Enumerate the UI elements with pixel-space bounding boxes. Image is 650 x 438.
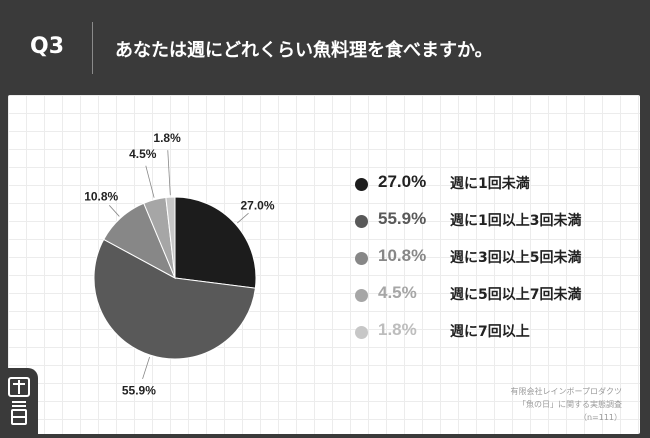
legend-percent: 1.8% [378,320,417,339]
legend-item: 4.5% 週に5回以上7回未満 [343,279,643,316]
legend-percent: 4.5% [378,283,417,302]
chart-panel: 27.0% 55.9% 10.8% 4.5% 1.8% 27.0% 週に1回未満 55.… [8,95,640,434]
source-company: 有限会社レインボープロダクツ [510,387,622,396]
pie-slice [165,196,176,279]
legend-swatch [355,326,368,339]
legend-label: 週に5回以上7回未満 [450,287,582,303]
pie-chart: 27.0% 55.9% 10.8% 4.5% 1.8% [84,131,275,397]
pie-slice [174,196,257,289]
header-bar: Q3 あなたは週にどれくらい魚料理を食べますか。 [0,0,650,95]
legend-percent: 27.0% [378,172,427,191]
legend: 27.0% 週に1回未満 55.9% 週に1回以上3回未満 10.8% 週に3回… [343,168,643,353]
leader-line [108,205,120,217]
data-label: 27.0% [240,198,274,212]
legend-item: 55.9% 週に1回以上3回未満 [343,205,643,242]
legend-label: 週に1回未満 [450,176,530,192]
legend-item: 10.8% 週に3回以上5回未満 [343,242,643,279]
sample-size: （n=111） [578,413,622,422]
logo-mark-icon [8,377,30,425]
leader-line [145,165,155,198]
data-label: 55.9% [122,383,156,397]
legend-swatch [355,289,368,302]
data-label: 10.8% [84,189,118,203]
leader-line [142,356,150,380]
legend-swatch [355,215,368,228]
brand-logo [0,368,38,434]
legend-label: 週に3回以上5回未満 [450,250,582,266]
source-note: 有限会社レインボープロダクツ 「魚の日」に関する実態調査 （n=111） [510,385,622,424]
legend-swatch [355,178,368,191]
legend-label: 週に1回以上3回未満 [450,213,582,229]
data-label: 1.8% [153,131,181,145]
question-title: あなたは週にどれくらい魚料理を食べますか。 [115,40,493,61]
data-label: 4.5% [129,147,157,161]
legend-swatch [355,252,368,265]
source-survey: 「魚の日」に関する実態調査 [518,400,622,409]
question-number: Q3 [30,34,65,59]
legend-percent: 55.9% [378,209,427,228]
legend-percent: 10.8% [378,246,427,265]
legend-item: 1.8% 週に7回以上 [343,316,643,353]
legend-label: 週に7回以上 [450,324,530,340]
leader-line [236,212,249,224]
leader-line [167,150,171,196]
legend-item: 27.0% 週に1回未満 [343,168,643,205]
pie-slice [93,238,256,360]
header-divider [92,22,93,74]
